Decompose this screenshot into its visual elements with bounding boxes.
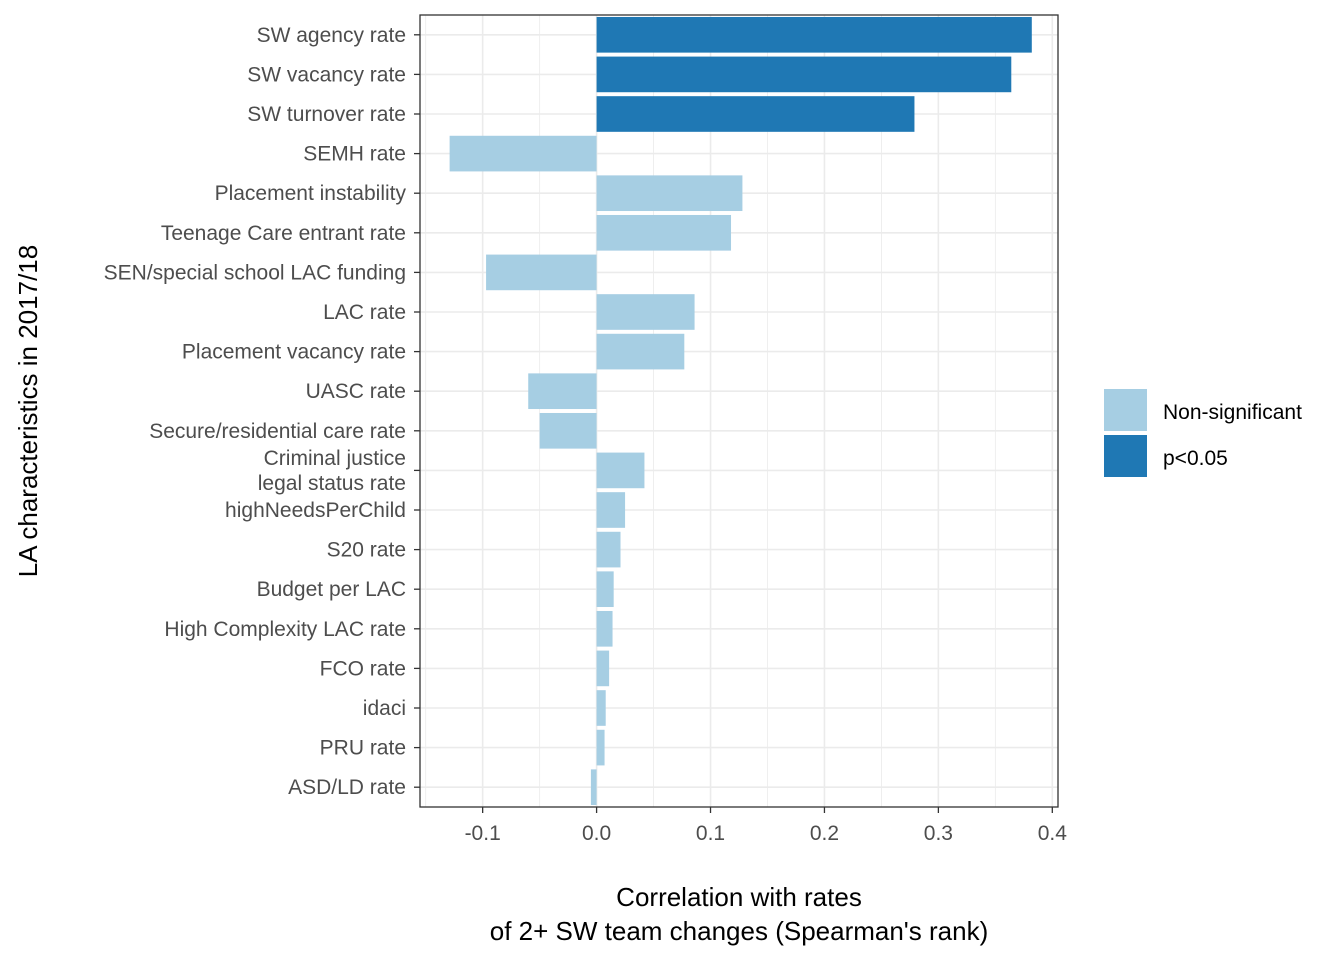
y-tick-label: S20 rate xyxy=(327,539,406,562)
bar xyxy=(596,175,743,212)
y-tick-label: Criminal justice xyxy=(264,447,406,470)
y-tick-label: Budget per LAC xyxy=(257,578,406,601)
y-tick-label: SW turnover rate xyxy=(247,103,406,126)
y-tick-label: PRU rate xyxy=(320,737,406,760)
plot-panel-background xyxy=(420,15,1058,807)
x-tick-label: 0.2 xyxy=(810,822,839,845)
bar xyxy=(486,254,597,291)
y-tick-label: FCO rate xyxy=(320,657,406,680)
y-tick-label: SW agency rate xyxy=(257,24,406,47)
x-axis: -0.1 0.0 0.1 0.2 0.3 0.4 xyxy=(465,807,1068,845)
bar xyxy=(528,373,597,410)
bar xyxy=(596,16,1032,53)
bar xyxy=(596,96,915,132)
bar xyxy=(596,690,606,726)
y-tick-label: LAC rate xyxy=(323,301,406,324)
bars xyxy=(449,16,1032,806)
y-tick-label: highNeedsPerChild xyxy=(225,499,406,522)
y-tick-label: High Complexity LAC rate xyxy=(164,618,406,641)
bar xyxy=(596,729,605,766)
y-tick-label: Teenage Care entrant rate xyxy=(161,222,406,245)
bar xyxy=(596,214,732,251)
bar xyxy=(590,769,597,806)
bar xyxy=(596,294,695,330)
plot-panel-border xyxy=(419,14,1059,808)
y-tick-label: Placement vacancy rate xyxy=(182,341,406,364)
y-tick-label: idaci xyxy=(363,697,406,720)
x-tick-label: 0.1 xyxy=(696,822,725,845)
bar xyxy=(596,610,613,647)
legend-key-significant xyxy=(1104,435,1147,477)
bar xyxy=(596,333,685,370)
y-tick-label: SEMH rate xyxy=(303,143,406,166)
x-axis-title-line-1: Correlation with rates xyxy=(616,882,862,912)
legend-label-significant: p<0.05 xyxy=(1163,447,1228,470)
bar xyxy=(596,492,626,528)
y-axis: SW agency rate SW vacancy rate SW turnover… xyxy=(104,24,420,799)
y-tick-label: UASC rate xyxy=(306,380,406,403)
bar xyxy=(449,135,597,172)
y-tick-label: SEN/special school LAC funding xyxy=(104,261,406,284)
y-tick-label: ASD/LD rate xyxy=(288,776,406,799)
legend-key-non-significant xyxy=(1104,389,1147,431)
legend: Non-significant p<0.05 xyxy=(1104,389,1302,477)
bar xyxy=(596,531,621,568)
bar xyxy=(596,56,1012,93)
y-axis-title: LA characteristics in 2017/18 xyxy=(13,245,43,577)
y-tick-label: SW vacancy rate xyxy=(247,63,406,86)
y-tick-label: Placement instability xyxy=(215,182,407,205)
bar xyxy=(596,650,610,687)
x-tick-label: 0.3 xyxy=(924,822,953,845)
x-tick-label: -0.1 xyxy=(465,822,501,845)
bar xyxy=(596,452,645,489)
x-tick-label: 0.4 xyxy=(1038,822,1068,845)
legend-label-non-significant: Non-significant xyxy=(1163,401,1302,424)
x-axis-title-line-2: of 2+ SW team changes (Spearman's rank) xyxy=(490,916,988,946)
y-tick-label: legal status rate xyxy=(258,472,406,495)
y-tick-label: Secure/residential care rate xyxy=(149,420,406,443)
x-tick-label: 0.0 xyxy=(582,822,611,845)
bar xyxy=(596,571,614,608)
bar xyxy=(539,412,597,449)
